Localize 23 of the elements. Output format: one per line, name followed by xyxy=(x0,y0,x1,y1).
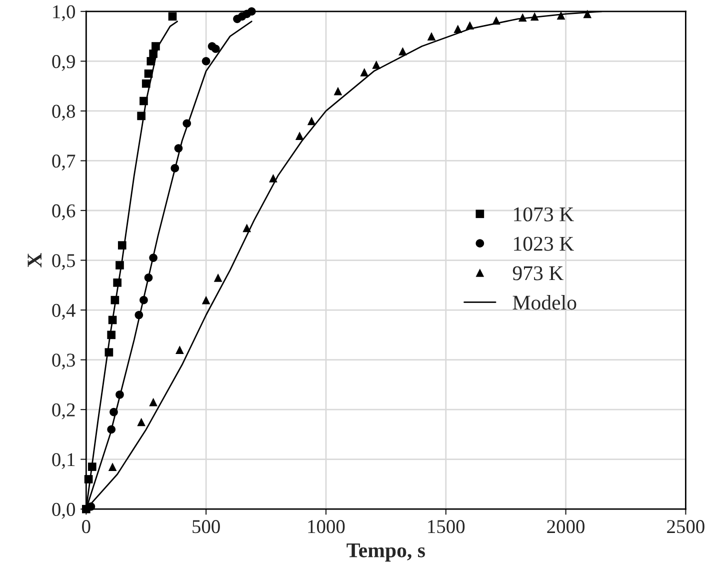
legend-label: Modelo xyxy=(512,295,576,310)
y-tick-label: 0,6 xyxy=(52,204,76,220)
y-tick-label: 0,4 xyxy=(52,304,76,320)
y-tick-label: 0,3 xyxy=(52,354,75,370)
x-tick-label: 1500 xyxy=(428,520,465,534)
x-tick-label: 2500 xyxy=(667,520,704,534)
legend-label: 1023 K xyxy=(514,236,574,251)
x-axis-title: Tempo, s xyxy=(346,544,425,562)
x-tick-label: 0 xyxy=(82,520,90,534)
y-tick-label: 1,0 xyxy=(53,5,75,22)
x-tick-label: 2000 xyxy=(547,520,584,534)
x-tick-label: 1000 xyxy=(308,520,345,534)
y-tick-label: 0,2 xyxy=(52,403,75,420)
y-tick-label: 0,7 xyxy=(52,154,76,170)
y-tick-label: 0,9 xyxy=(52,55,75,71)
legend-label: 1073 K xyxy=(514,207,574,222)
x-tick-label: 500 xyxy=(192,520,220,534)
legend-label: 973 K xyxy=(512,266,564,280)
y-axis-title: X xyxy=(28,252,42,268)
y-tick-label: 0,5 xyxy=(52,254,75,270)
y-tick-label: 0,8 xyxy=(52,104,75,121)
y-tick-label: 0,1 xyxy=(52,453,75,470)
y-tick-label: 0,0 xyxy=(52,502,75,519)
